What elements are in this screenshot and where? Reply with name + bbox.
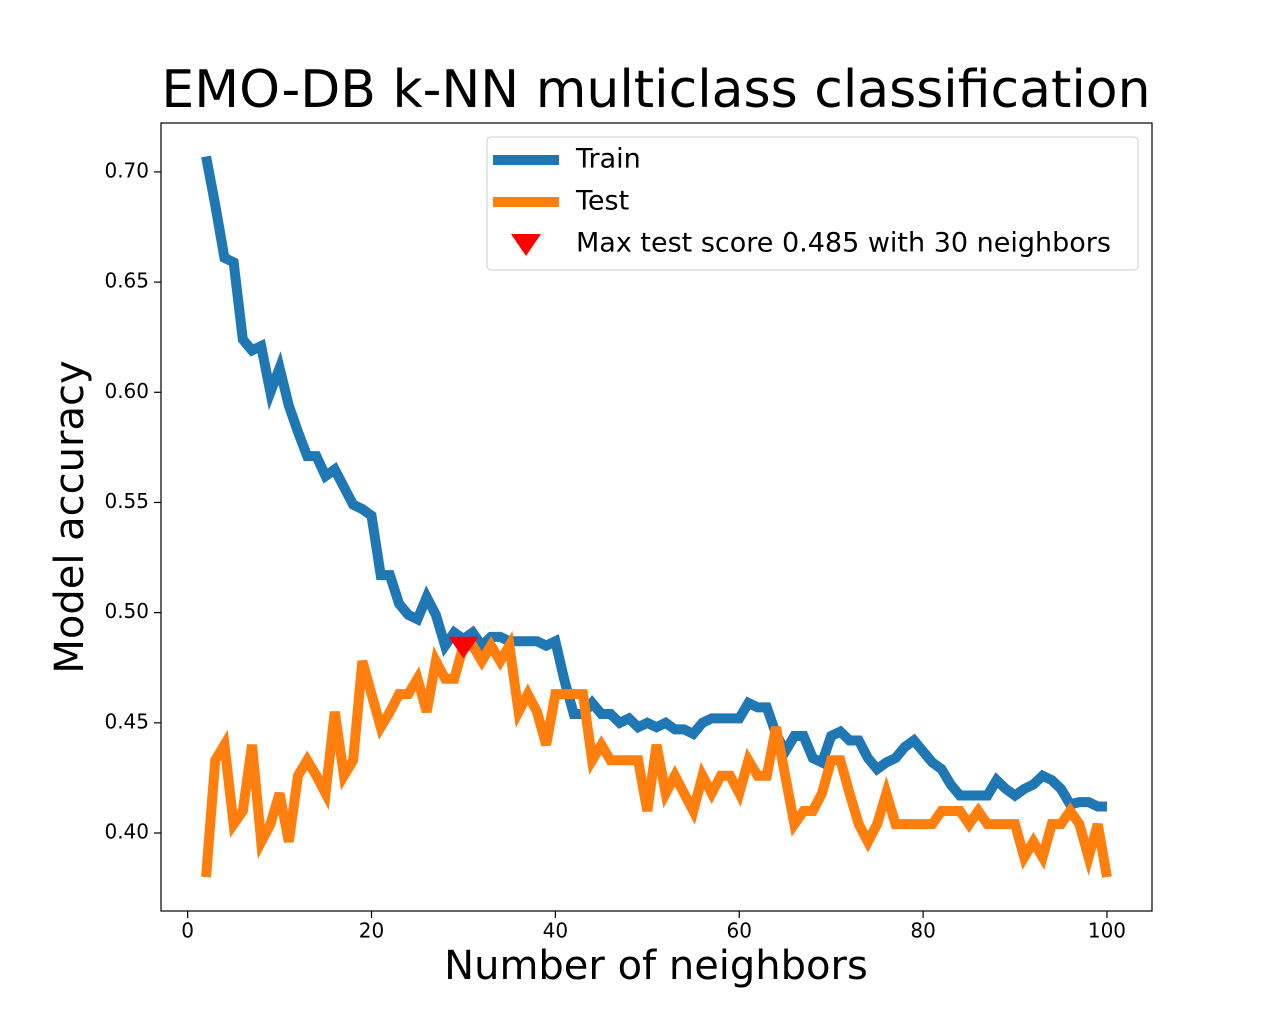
x-tick-label: 20 xyxy=(359,919,384,943)
y-tick-label: 0.55 xyxy=(104,489,149,513)
y-tick-label: 0.60 xyxy=(104,379,149,403)
x-tick-label: 100 xyxy=(1088,919,1126,943)
y-tick-label: 0.40 xyxy=(104,819,149,843)
x-axis-label: Number of neighbors xyxy=(444,943,868,989)
line-series xyxy=(201,630,1112,878)
legend-box xyxy=(486,136,1139,271)
y-tick-label: 0.70 xyxy=(104,158,149,182)
x-tick-label: 0 xyxy=(181,919,194,943)
x-tick-label: 60 xyxy=(727,919,752,943)
plot-frame xyxy=(160,122,1153,912)
legend-label: Test xyxy=(575,186,629,217)
legend-swatch xyxy=(511,234,541,256)
y-tick-label: 0.50 xyxy=(104,599,149,623)
x-tick-label: 80 xyxy=(910,919,935,943)
y-tick-label: 0.45 xyxy=(104,709,149,733)
legend-label: Train xyxy=(575,144,641,175)
x-tick-label: 40 xyxy=(543,919,568,943)
y-axis-label: Model accuracy xyxy=(47,360,93,673)
chart-title: EMO-DB k-NN multiclass classification xyxy=(161,60,1150,120)
line-series xyxy=(201,155,1107,812)
max-marker xyxy=(448,636,479,659)
legend-label: Max test score 0.485 with 30 neighbors xyxy=(576,228,1111,259)
y-tick-label: 0.65 xyxy=(104,269,149,293)
